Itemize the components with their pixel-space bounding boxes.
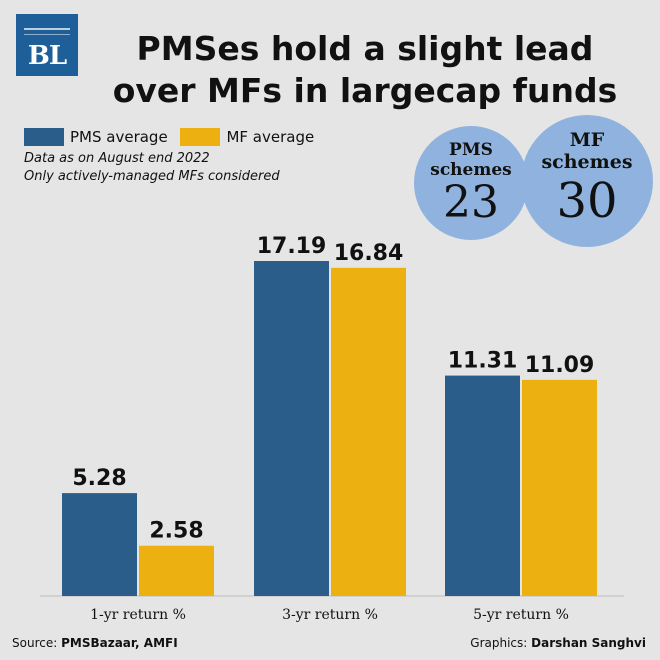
x-tick-label-2: 3-yr return % xyxy=(282,607,378,623)
legend-swatch-pms xyxy=(24,128,64,146)
pms-schemes-bubble: PMS schemes 23 xyxy=(414,126,528,240)
graphics-prefix: Graphics: xyxy=(470,636,528,650)
graphics-text: Darshan Sanghvi xyxy=(531,636,646,650)
graphics-credit: Graphics: Darshan Sanghvi xyxy=(470,636,646,650)
x-tick-label-1: 1-yr return % xyxy=(90,607,186,623)
mf-schemes-label: MF schemes xyxy=(521,129,653,173)
source-credit: Source: PMSBazaar, AMFI xyxy=(12,636,178,650)
data-label-mf-3: 11.09 xyxy=(525,353,595,378)
data-label-mf-1: 2.58 xyxy=(149,519,203,544)
legend-swatch-mf xyxy=(180,128,221,146)
bar-pms-1 xyxy=(62,493,137,596)
x-tick-label-3: 5-yr return % xyxy=(473,607,569,623)
title-line-1: PMSes hold a slight lead xyxy=(136,29,594,68)
mf-label-line1: MF xyxy=(569,129,605,151)
bar-mf-1 xyxy=(139,545,214,596)
source-prefix: Source: xyxy=(12,636,58,650)
data-label-pms-2: 17.19 xyxy=(257,234,327,259)
pms-label-line1: PMS xyxy=(449,140,493,160)
chart-title: PMSes hold a slight lead over MFs in lar… xyxy=(80,28,650,112)
legend-item-mf: MF average xyxy=(180,128,314,146)
bar-pms-2 xyxy=(254,261,329,596)
legend-label-pms: PMS average xyxy=(70,128,168,146)
pms-schemes-count: 23 xyxy=(443,177,499,228)
mf-schemes-count: 30 xyxy=(556,173,618,229)
bar-mf-3 xyxy=(522,379,597,596)
legend-item-pms: PMS average xyxy=(24,128,168,146)
data-label-pms-1: 5.28 xyxy=(72,466,126,491)
data-label-mf-2: 16.84 xyxy=(334,241,404,266)
note-date: Data as on August end 2022 xyxy=(24,151,210,166)
legend: PMS average MF average xyxy=(24,128,322,150)
logo-decoration xyxy=(24,34,70,35)
mf-label-line2: schemes xyxy=(541,151,633,173)
bar-pms-3 xyxy=(445,375,520,596)
pms-label-line2: schemes xyxy=(430,160,512,180)
logo-text: BL xyxy=(27,41,67,71)
bl-logo: BL xyxy=(16,14,78,76)
mf-schemes-bubble: MF schemes 30 xyxy=(521,115,653,247)
data-label-pms-3: 11.31 xyxy=(448,349,518,374)
pms-schemes-label: PMS schemes xyxy=(414,140,528,180)
title-line-2: over MFs in largecap funds xyxy=(112,71,618,110)
legend-label-mf: MF average xyxy=(226,128,315,146)
note-scope: Only actively-managed MFs considered xyxy=(24,169,280,184)
source-text: PMSBazaar, AMFI xyxy=(61,636,178,650)
bar-mf-2 xyxy=(331,267,406,596)
chart-notes: Data as on August end 2022 Only actively… xyxy=(24,150,280,186)
logo-decoration xyxy=(24,28,70,30)
